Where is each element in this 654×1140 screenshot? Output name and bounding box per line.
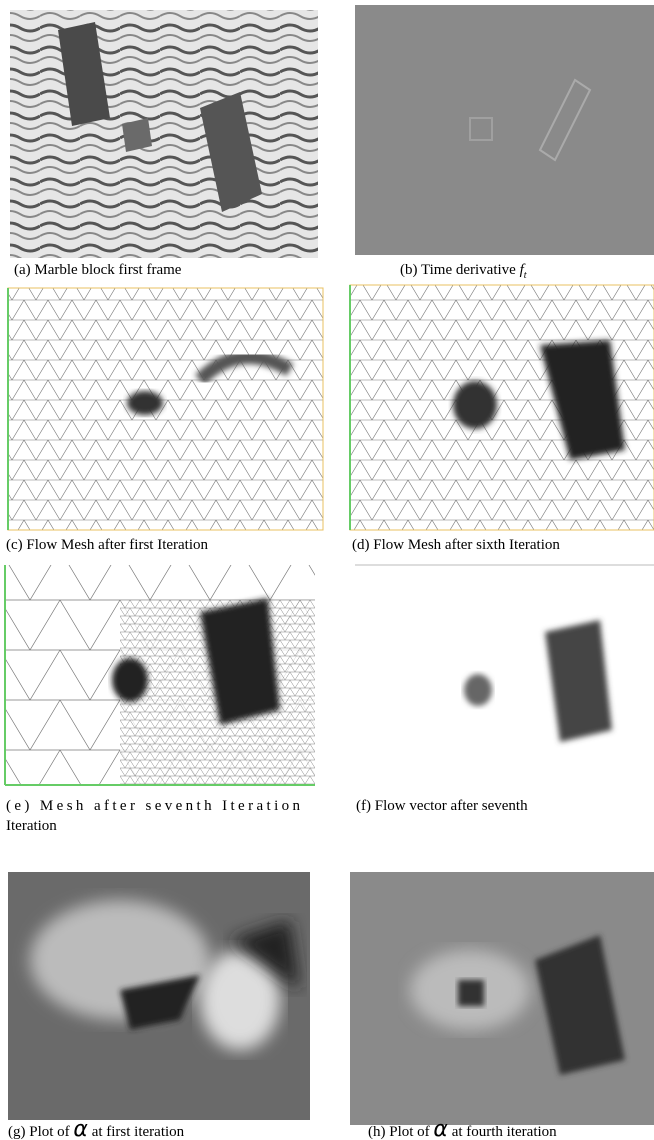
caption-text: at first iteration [92, 1124, 185, 1140]
caption-subscript: t [524, 270, 527, 281]
caption-text: at fourth iteration [452, 1124, 557, 1140]
panel-image [10, 10, 318, 258]
panel-image [8, 872, 310, 1120]
caption-text: (h) Plot of [368, 1124, 430, 1140]
panel-image [350, 872, 654, 1125]
caption-text: (b) Time derivative [400, 262, 516, 278]
caption: (c) Flow Mesh after first Iteration [6, 537, 209, 553]
panel-image [355, 5, 654, 255]
caption: (b) Time derivative ft [400, 262, 527, 281]
caption: Iteration [6, 818, 57, 834]
caption: (a) Marble block first frame [14, 262, 182, 278]
panel-image [400, 600, 654, 790]
panel-image [350, 285, 654, 530]
caption-text: (g) Plot of [8, 1124, 70, 1140]
caption-symbol: α [73, 1117, 88, 1140]
caption-symbol: α [433, 1117, 448, 1140]
figure-page: (a) Marble block first frame (b) Time de… [0, 0, 654, 1140]
caption: (g) Plot of α at first iteration [8, 1117, 185, 1140]
caption: (d) Flow Mesh after sixth Iteration [352, 537, 560, 553]
panel-image [8, 288, 323, 530]
caption: (e) Mesh after seventh Iteration [6, 798, 300, 814]
panel-image [5, 565, 315, 785]
caption: (f) Flow vector after seventh [356, 798, 528, 814]
